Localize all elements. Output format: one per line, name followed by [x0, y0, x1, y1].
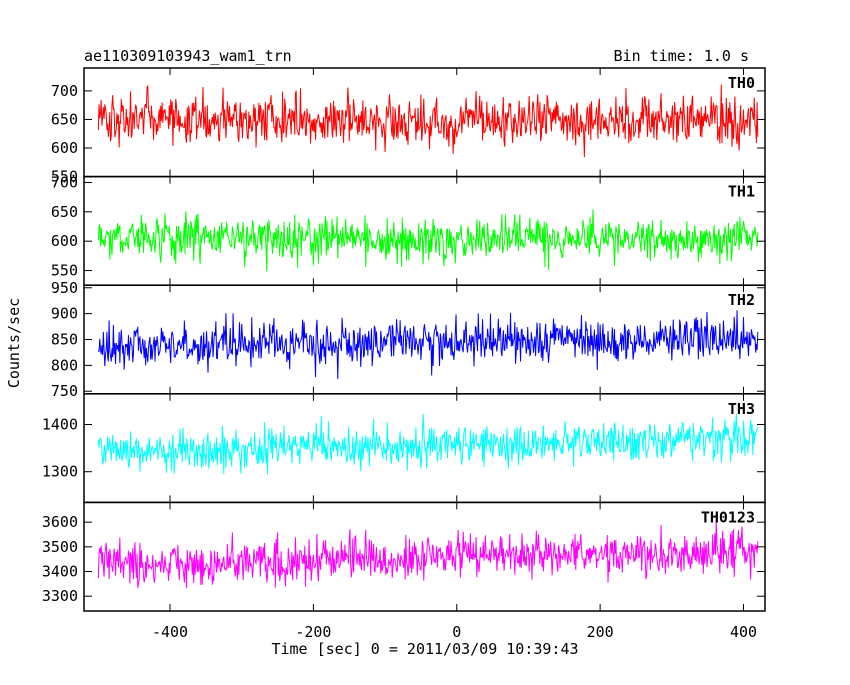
y-tick-label: 600 [51, 139, 78, 157]
series-line-th0 [97, 84, 759, 158]
panels-layer: 550 600 650 700 TH0 550 600 650 700 TH1 750 800 850 9… [42, 67, 766, 641]
panel-th0123: 3300 3400 3500 3600 TH0123 [42, 501, 766, 612]
y-tick-label: 650 [51, 203, 78, 221]
series-line-th1 [97, 209, 759, 272]
x-tick-label: 400 [730, 623, 757, 641]
y-tick-label: 600 [51, 232, 78, 250]
y-tick-label: 3600 [42, 513, 78, 531]
x-tick-label: 0 [452, 623, 461, 641]
y-tick-label: 550 [51, 168, 78, 186]
x-tick-label: -200 [295, 623, 331, 641]
panel-label-th2: TH2 [728, 291, 755, 309]
panel-label-th0123: TH0123 [701, 508, 755, 526]
x-tick-label: 200 [587, 623, 614, 641]
y-tick-label: 550 [51, 262, 78, 280]
series-line-th2 [97, 310, 759, 380]
panel-label-th0: TH0 [728, 74, 755, 92]
x-axis-label: Time [sec] 0 = 2011/03/09 10:39:43 [271, 640, 578, 658]
y-tick-label: 1300 [42, 463, 78, 481]
y-tick-label: 900 [51, 305, 78, 323]
y-tick-label: 700 [51, 82, 78, 100]
panel-th0: 550 600 650 700 TH0 [51, 67, 766, 186]
y-tick-label: 850 [51, 331, 78, 349]
y-tick-label: 700 [51, 173, 78, 191]
y-tick-label: 3300 [42, 587, 78, 605]
y-tick-label: 1400 [42, 415, 78, 433]
chart-title: ae110309103943_wam1_trn [84, 47, 292, 65]
y-axis-label: Counts/sec [5, 298, 23, 388]
panel-label-th3: TH3 [728, 400, 755, 418]
panel-th3: 1300 1400 TH3 [42, 393, 766, 504]
y-tick-label: 950 [51, 279, 78, 297]
y-tick-label: 750 [51, 382, 78, 400]
panel-label-th1: TH1 [728, 183, 755, 201]
series-line-th0123 [97, 520, 759, 589]
y-tick-label: 800 [51, 356, 78, 374]
bin-time-label: Bin time: 1.0 s [614, 47, 749, 65]
y-tick-label: 3500 [42, 538, 78, 556]
series-line-th3 [97, 413, 759, 475]
y-tick-label: 3400 [42, 563, 78, 581]
panel-th2: 750 800 850 900 950 TH2 [51, 279, 766, 400]
x-tick-label: -400 [152, 623, 188, 641]
panel-frame [83, 501, 766, 612]
y-tick-label: 650 [51, 110, 78, 128]
panel-th1: 550 600 650 700 TH1 [51, 173, 766, 286]
